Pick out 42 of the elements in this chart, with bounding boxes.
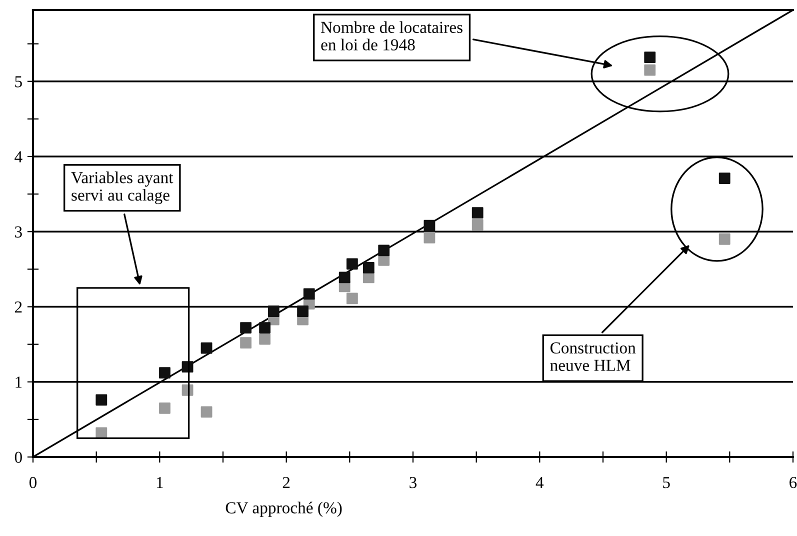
x-tick-label: 4	[536, 477, 544, 488]
y-tick-label: 0	[14, 452, 22, 463]
point	[200, 342, 212, 354]
point	[338, 272, 350, 284]
point	[346, 292, 358, 304]
x-tick-label: 2	[282, 476, 290, 488]
point	[378, 244, 390, 256]
point	[424, 232, 436, 244]
point	[159, 402, 170, 414]
annotation: Nombre de locataires en loi de 1948	[321, 21, 462, 50]
x-tick-label: 3	[410, 476, 417, 488]
y-tick-label: 3	[15, 226, 22, 238]
point	[303, 288, 315, 300]
y-tick-label: 2	[14, 301, 22, 313]
x-tick-label: 0	[29, 476, 37, 488]
point	[159, 367, 170, 379]
point	[644, 64, 656, 76]
point	[346, 258, 358, 270]
point	[472, 219, 484, 231]
point	[200, 406, 212, 418]
point	[259, 322, 271, 334]
x-tick-label: 1	[156, 477, 163, 488]
point	[362, 262, 374, 274]
point	[644, 52, 656, 64]
point	[424, 220, 436, 232]
point	[718, 233, 730, 245]
x-axis-title: CV approché (%)	[226, 502, 342, 517]
x-tick-label: 5	[663, 477, 670, 488]
point	[268, 306, 280, 317]
x-tick-label: 6	[790, 476, 797, 488]
annotation: Variables ayant servi au calage	[71, 172, 174, 204]
point	[472, 207, 484, 219]
annotation: Construction neuve HLM	[550, 342, 636, 371]
point	[718, 172, 730, 184]
point	[240, 337, 252, 349]
point	[240, 322, 252, 334]
y-tick-label: 5	[15, 76, 22, 88]
point	[297, 306, 309, 317]
y-tick-label: 1	[16, 376, 22, 388]
y-tick-label: 4	[14, 151, 22, 162]
point	[96, 394, 108, 406]
point	[259, 333, 271, 345]
